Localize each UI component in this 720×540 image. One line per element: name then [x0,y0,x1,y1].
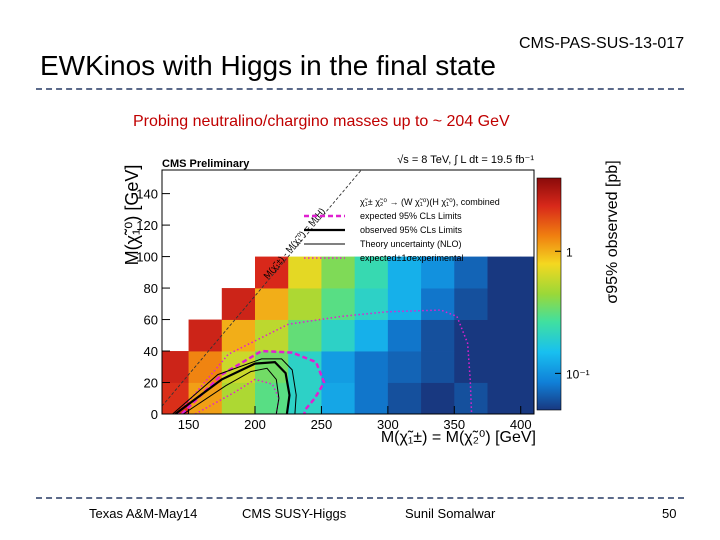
footer-divider [36,497,684,499]
legend-expected-label: expected 95% CLs Limits [360,211,462,221]
colorbar-label: σ95% observed [pb] [604,160,621,303]
x-tick-label-200: 200 [244,417,266,432]
slide-title: EWKinos with Higgs in the final state [40,50,496,81]
y-tick-label-20: 20 [144,376,158,391]
heatmap-cell-r3-c3 [321,288,356,320]
curve-expected [181,349,326,414]
y-tick-label-40: 40 [144,344,158,359]
heatmap-cell-r1-c9 [454,351,488,383]
limit-curves [162,170,473,414]
heatmap-cell-r0-c11 [520,382,534,414]
heatmap-cell-r0-c5 [321,382,356,414]
heatmap-cell-r3-c4 [354,288,389,320]
heatmap-cell-r0-c2 [221,382,256,414]
heatmap-cell-r3-c6 [421,288,455,320]
axes-layer: 150 200 250 300 350 400 0 20 40 60 80 100 120 140 [136,187,531,432]
legend-theory-label: Theory uncertainty (NLO) [360,239,462,249]
footer-conference: Texas A&M-May14 [89,506,198,521]
heatmap-cell-r0-c3 [255,382,289,414]
heatmap-cell-r1-c11 [520,351,534,383]
slide-subtitle: Probing neutralino/chargino masses up to… [133,113,510,130]
heatmap-cell-r1-c10 [487,351,522,383]
heatmap-cell-r3-c9 [520,288,534,320]
colorbar-ticks: 1 10⁻¹ [555,245,590,381]
heatmap-cell-r2-c0 [188,319,223,352]
x-tick-label-300: 300 [377,417,399,432]
heatmap-cell-r4-c4 [387,256,422,289]
y-tick-label-60: 60 [144,313,158,328]
heatmap-cell-r3-c7 [454,288,488,320]
heatmap-cell-r1-c3 [255,351,289,383]
heatmap-cell-r4-c0 [255,256,289,289]
heatmap-cell-r1-c5 [321,351,356,383]
heatmap-cell-r0-c4 [288,382,322,414]
heatmap-cell-r4-c5 [421,256,455,289]
curve-expected-plus1sigma [177,309,473,414]
heatmap-cell-r2-c3 [288,319,322,352]
heatmap-cell-r2-c1 [221,319,256,352]
legend-observed-label: observed 95% CLs Limits [360,225,463,235]
heatmap-cell-r0-c6 [354,382,389,414]
x-tick-label-400: 400 [510,417,532,432]
heatmap-cell-r2-c6 [387,319,422,352]
heatmap-cell-r4-c7 [487,256,522,289]
x-axis-label: M(χ̃₁±) = M(χ̃₂⁰) [GeV] [381,429,536,446]
heatmap-cell-r3-c2 [288,288,322,320]
heatmap-cell-r4-c6 [454,256,488,289]
page-number: 50 [662,506,677,521]
heatmap-cell-r1-c1 [188,351,223,383]
heatmap-cell-r3-c5 [387,288,422,320]
heatmap-cell-r4-c8 [520,256,534,289]
heatmap-cell-r2-c10 [520,319,534,352]
legend: χ̃₁± χ̃₂⁰ → (W χ̃₁⁰)(H χ̃₁⁰), combined e… [304,197,500,263]
heatmap-cell-r3-c0 [221,288,256,320]
heatmap-cell-r0-c10 [487,382,522,414]
kinematic-diagonal-line [162,170,362,407]
heatmap-cell-r2-c2 [255,319,289,352]
heatmap-cell-r0-c0 [162,382,189,414]
colorbar-label-1: 10⁻¹ [566,367,590,381]
heatmap-cell-r3-c1 [255,288,289,320]
analysis-reference: CMS-PAS-SUS-13-017 [519,35,685,52]
y-axis-label: M(χ̃₁⁰) [GeV] [122,165,142,266]
heatmap-cell-r4-c3 [354,256,389,289]
y-tick-label-100: 100 [136,250,158,265]
heatmap-cell-r4-c1 [288,256,322,289]
luminosity-label: √s = 8 TeV, ∫ L dt = 19.5 fb⁻¹ [397,154,534,166]
heatmap-cell-r3-c8 [487,288,522,320]
heatmap-cell-r2-c7 [421,319,455,352]
curve-theory-up [172,358,297,414]
title-divider [36,88,684,90]
heatmap-cell-r0-c1 [188,382,223,414]
heatmap-cell-r1-c8 [421,351,455,383]
plot-frame [161,169,535,415]
y-tick-label-120: 120 [136,218,158,233]
legend-sigma-label: expected±1σexperimental [360,253,464,263]
y-tick-label-140: 140 [136,187,158,202]
x-tick-label-250: 250 [311,417,333,432]
heatmap-cell-r1-c6 [354,351,389,383]
heatmap-cell-r2-c9 [487,319,522,352]
cms-preliminary-label: CMS Preliminary [162,158,250,170]
x-tick-label-150: 150 [178,417,200,432]
legend-process-label: χ̃₁± χ̃₂⁰ → (W χ̃₁⁰)(H χ̃₁⁰), combined [360,197,500,207]
y-tick-label-80: 80 [144,281,158,296]
curve-observed [174,360,291,414]
heatmap-cell-r1-c7 [387,351,422,383]
footer-topic: CMS SUSY-Higgs [242,506,347,521]
heatmap-cell-r4-c2 [321,256,356,289]
heatmap-cell-r2-c4 [321,319,356,352]
colorbar [536,177,562,411]
x-tick-label-350: 350 [443,417,465,432]
colorbar-label-0: 1 [566,245,573,259]
heatmap-cell-r0-c7 [387,382,422,414]
curve-theory-down [183,367,280,414]
heatmap-cell-r0-c8 [421,382,455,414]
heatmap-cell-r1-c0 [162,351,189,383]
y-tick-label-0: 0 [151,407,158,422]
footer-author: Sunil Somalwar [405,506,496,521]
heatmap-cell-r2-c5 [354,319,389,352]
heatmap-cells [162,256,534,414]
